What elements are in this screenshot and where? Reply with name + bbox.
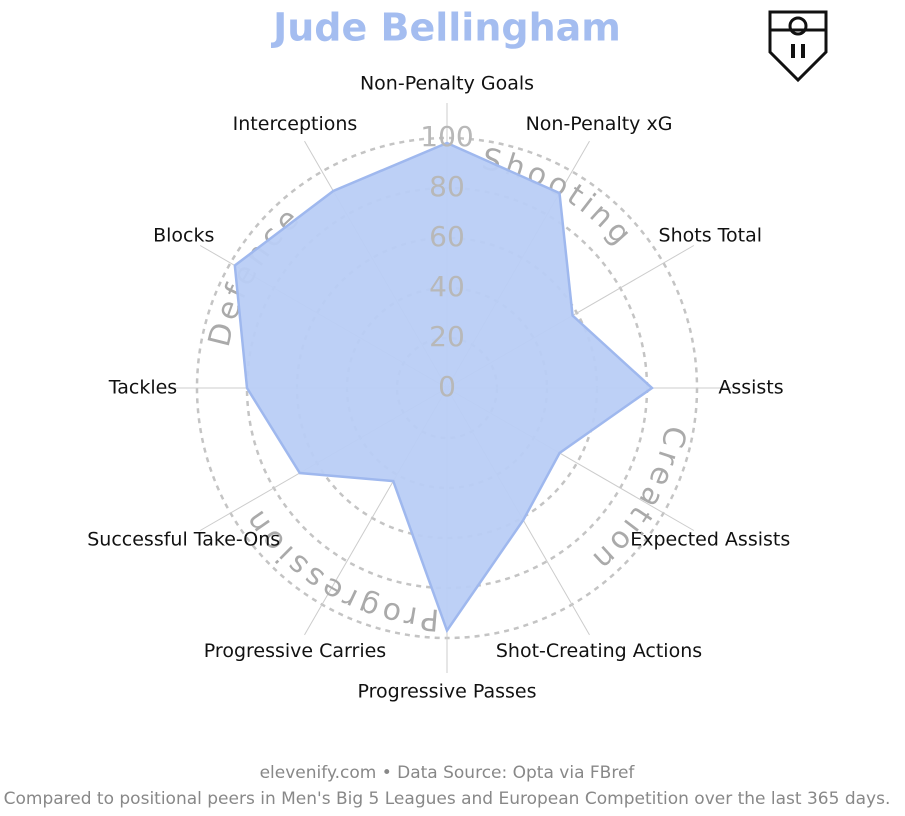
axis-label: Non-Penalty xG bbox=[526, 113, 673, 135]
axis-label: Tackles bbox=[108, 377, 177, 399]
axis-label: Shot-Creating Actions bbox=[496, 640, 702, 662]
footer: Compared to positional peers in Men's Bi… bbox=[4, 789, 891, 809]
chart-title: Jude Bellingham bbox=[270, 6, 621, 50]
axis-label: Assists bbox=[718, 377, 783, 399]
logo bbox=[768, 10, 828, 83]
r-tick-label: 60 bbox=[429, 220, 465, 253]
axis-label: Expected Assists bbox=[630, 529, 790, 551]
axis-label: Successful Take-Ons bbox=[87, 529, 280, 551]
r-tick-label: 20 bbox=[429, 320, 465, 353]
r-tick-label: 80 bbox=[429, 170, 465, 203]
group-label: Creation bbox=[583, 423, 693, 580]
radar-area bbox=[233, 141, 654, 634]
axis-label: Shots Total bbox=[659, 225, 763, 247]
axis-label: Non-Penalty Goals bbox=[360, 73, 534, 95]
footer: elevenify.com • Data Source: Opta via FB… bbox=[260, 763, 636, 783]
axis-label: Progressive Passes bbox=[358, 681, 537, 703]
axis-label: Blocks bbox=[153, 225, 214, 247]
group-label-path: Creation bbox=[583, 423, 689, 580]
axis-label: Progressive Carries bbox=[204, 640, 386, 662]
r-tick-label: 0 bbox=[438, 370, 456, 403]
r-tick-label: 40 bbox=[429, 270, 465, 303]
axis-label: Interceptions bbox=[233, 113, 358, 135]
r-tick-label: 100 bbox=[420, 120, 473, 153]
